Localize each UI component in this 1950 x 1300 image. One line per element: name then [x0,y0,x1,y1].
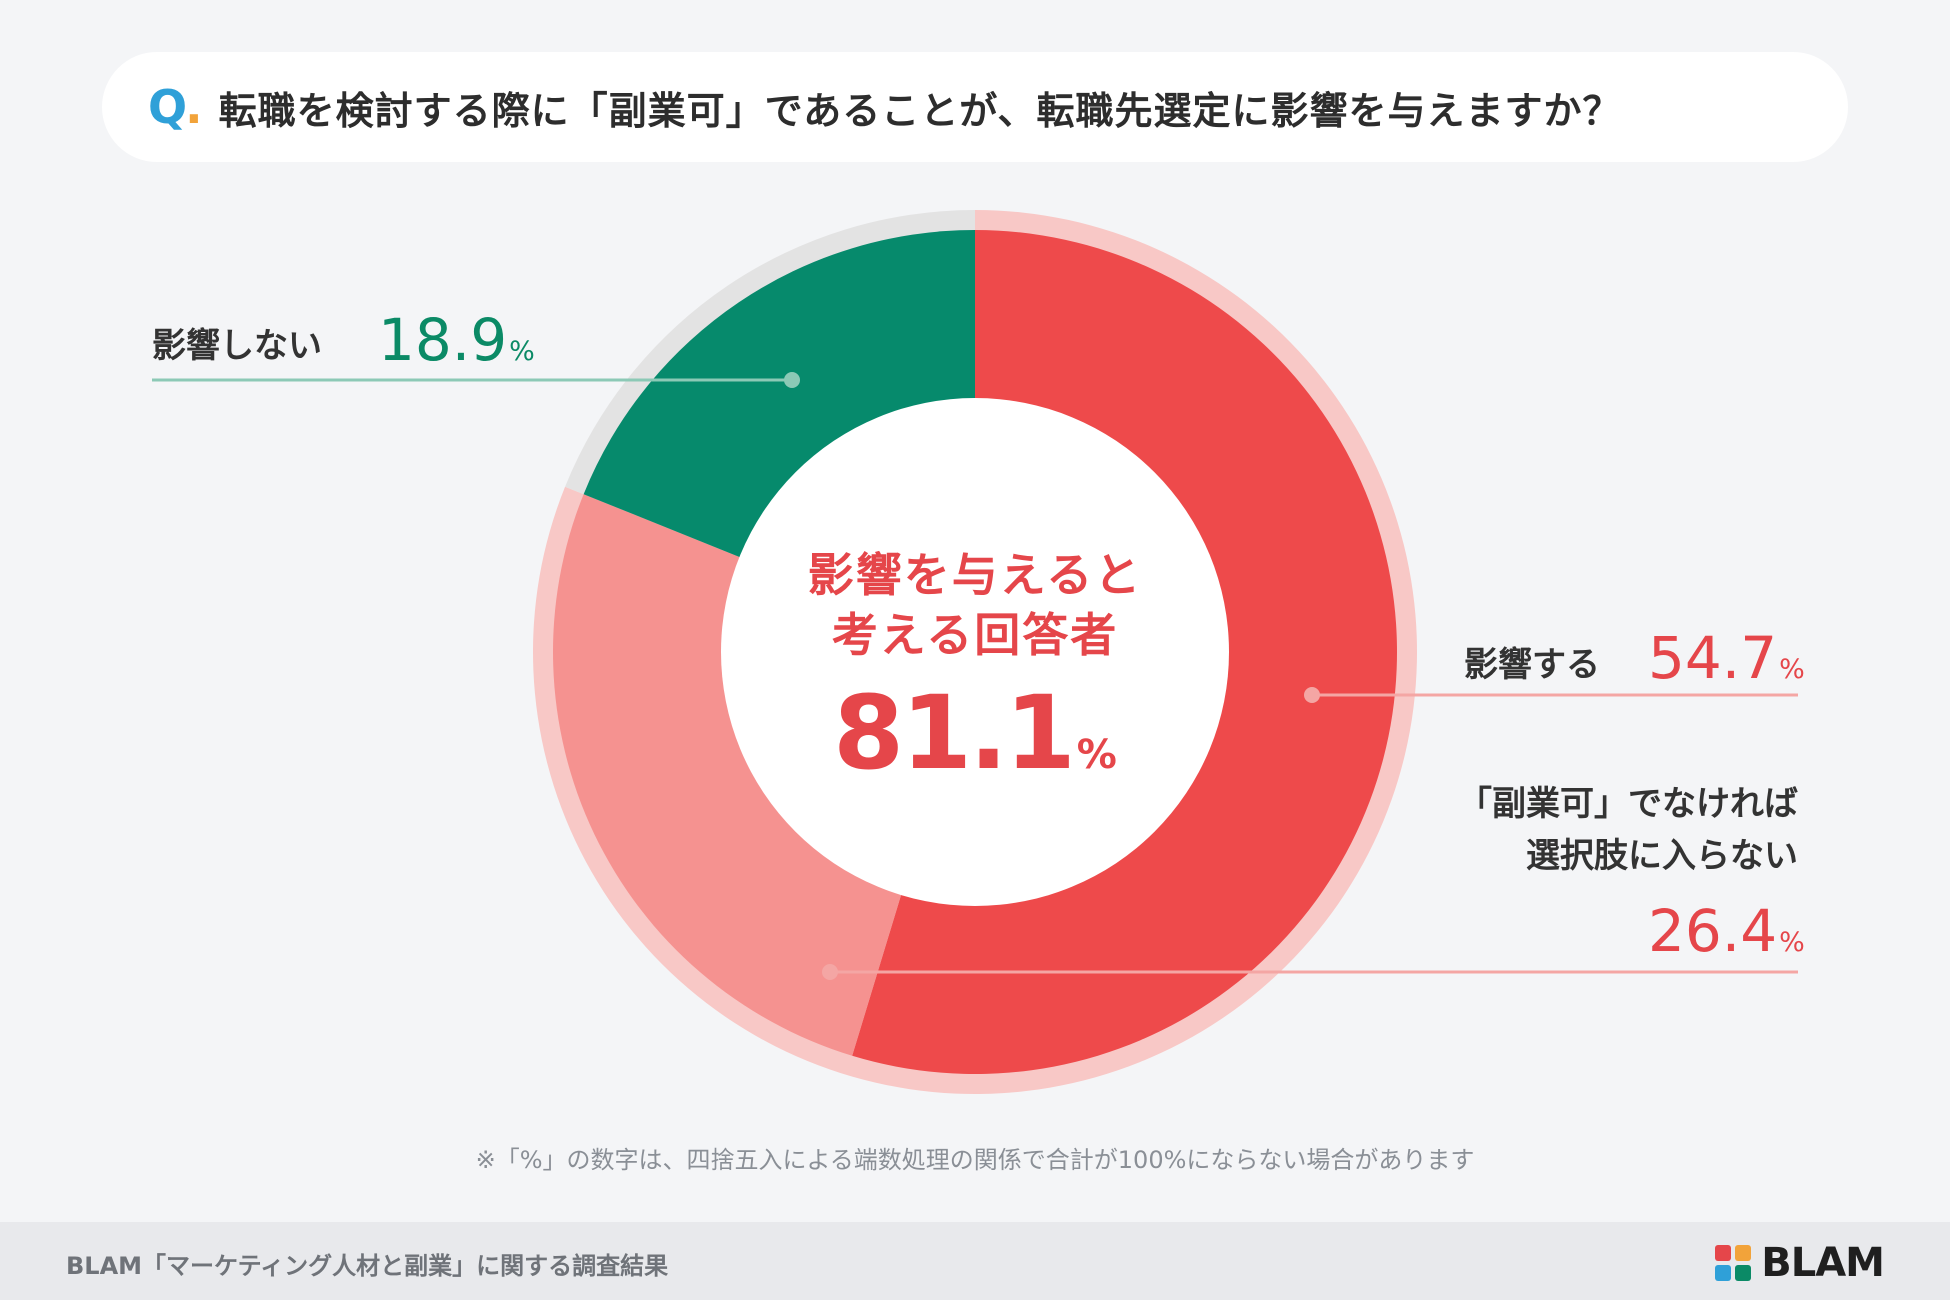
pct-must-allow-side-job: 26.4% [1648,897,1805,965]
source-text: BLAM「マーケティング人材と副業」に関する調査結果 [66,1252,669,1280]
footer: BLAM「マーケティング人材と副業」に関する調査結果 BLAM [0,1222,1950,1300]
question-banner: Q. 転職を検討する際に「副業可」であることが、転職先選定に影響を与えますか？ [102,52,1848,162]
label-must-allow-line1: 「副業可」でなければ [1458,784,1798,824]
center-line2: 考える回答者 [831,608,1119,662]
center-line1: 影響を与えると [807,548,1143,602]
question-text: 転職を検討する際に「副業可」であることが、転職先選定に影響を与えますか？ [218,88,1622,133]
question-mark-icon: Q. [148,80,203,134]
center-summary: 影響を与えると 考える回答者 81.1% [720,545,1230,785]
leader-not-affected-dot [784,372,800,388]
label-affected: 影響する [1464,645,1600,685]
leader-must-allow-dot [822,964,838,980]
leader-lines [152,372,1798,980]
brand-logo: BLAM [1711,1240,1885,1286]
pct-not-affected: 18.9% [378,306,535,374]
leader-affected-dot [1304,687,1320,703]
logo-text: BLAM [1761,1240,1885,1286]
pct-affected: 54.7% [1648,624,1805,692]
label-must-allow-side-job: 「副業可」でなければ 選択肢に入らない [1458,778,1798,882]
label-must-allow-line2: 選択肢に入らない [1526,836,1798,876]
donut-hole [721,398,1229,906]
footnote: ※「%」の数字は、四捨五入による端数処理の関係で合計が100%にならない場合があ… [475,1146,1475,1174]
center-value: 81.1% [833,674,1117,793]
logo-mark-icon [1711,1241,1755,1285]
label-not-affected: 影響しない [152,326,322,366]
